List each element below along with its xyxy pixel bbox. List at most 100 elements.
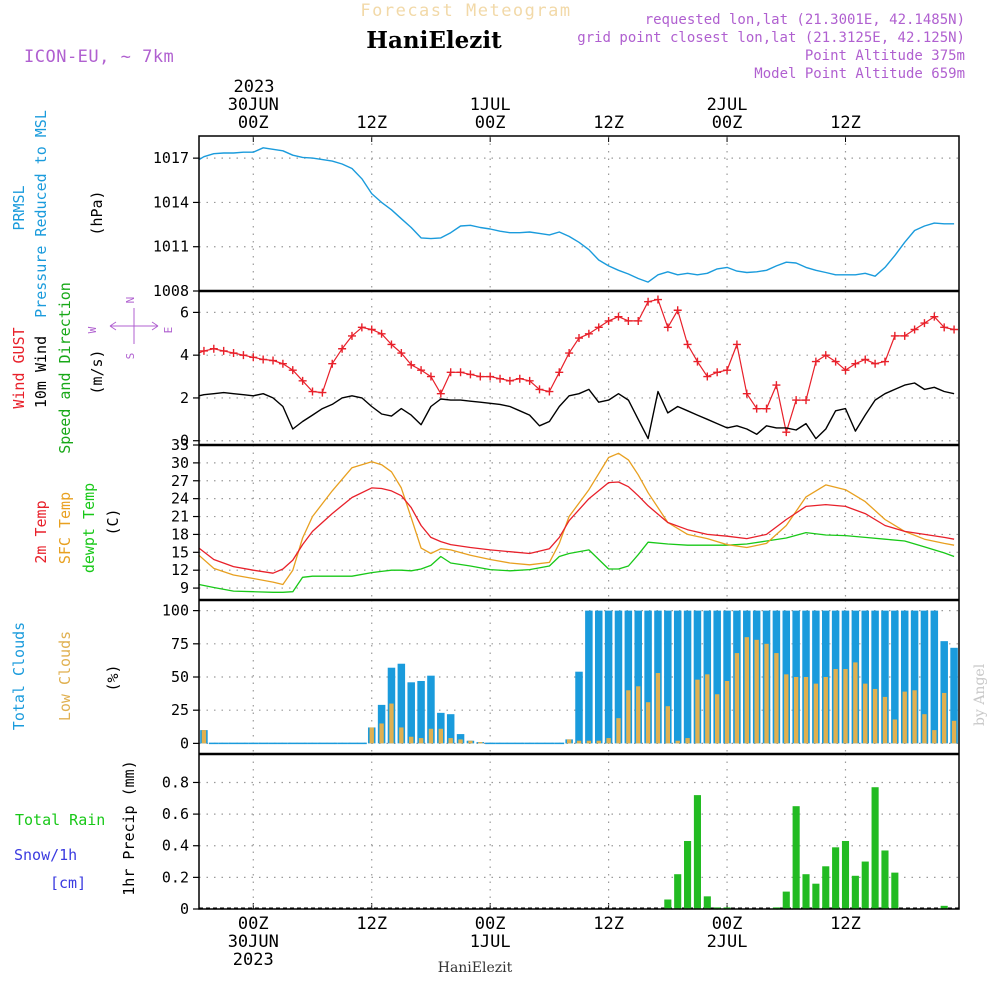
temp-line-2 bbox=[198, 531, 955, 593]
wind-gust-marker bbox=[644, 297, 653, 306]
wind-gust-marker bbox=[298, 376, 307, 385]
wind-gust-marker bbox=[663, 323, 672, 332]
ytick-label-temperature: 15 bbox=[171, 543, 189, 561]
top-axis-label: 00Z bbox=[238, 113, 269, 133]
low-cloud-bar bbox=[566, 739, 572, 744]
bottom-axis-label: 00Z bbox=[712, 914, 743, 934]
total-cloud-bar bbox=[910, 610, 919, 744]
wind-gust-marker bbox=[594, 323, 603, 332]
low-cloud-bar bbox=[606, 738, 611, 744]
top-axis-label: 12Z bbox=[356, 113, 387, 133]
low-cloud-bar bbox=[922, 714, 927, 744]
wind-gust-marker bbox=[703, 372, 712, 381]
wind-gust-marker bbox=[269, 356, 278, 365]
total-cloud-bar bbox=[664, 610, 672, 744]
temp-label-dewpt: dewpt Temp bbox=[80, 483, 98, 573]
pressure-label-prmsl: PRMSL bbox=[10, 185, 28, 230]
low-cloud-bar bbox=[863, 683, 868, 744]
total-cloud-bar bbox=[891, 610, 899, 744]
watermark: by Angel bbox=[972, 663, 988, 726]
wind-label-speed-dir: Speed and Direction bbox=[56, 282, 74, 454]
compass-W: W bbox=[86, 326, 99, 333]
top-axis-label: 00Z bbox=[475, 113, 506, 133]
wind-gust-marker bbox=[278, 359, 287, 368]
wind-gust-marker bbox=[723, 366, 732, 375]
low-cloud-bar bbox=[685, 738, 690, 744]
total-cloud-bar bbox=[397, 663, 406, 744]
ytick-label-temperature: 12 bbox=[171, 561, 189, 579]
wind-gust-marker bbox=[239, 351, 248, 360]
low-cloud-bar bbox=[892, 719, 898, 744]
wind-gust-marker bbox=[910, 325, 919, 334]
low-cloud-bar bbox=[695, 679, 700, 744]
wind-gust-marker bbox=[486, 372, 495, 381]
low-cloud-bar bbox=[764, 643, 769, 744]
wind-gust-marker bbox=[792, 396, 801, 405]
cloud-label-low: Low Clouds bbox=[56, 631, 74, 721]
wind-gust-marker bbox=[209, 344, 218, 353]
temp-label-sfc: SFC Temp bbox=[56, 492, 74, 564]
ytick-label-pressure: 1008 bbox=[153, 282, 189, 300]
low-cloud-bar bbox=[645, 702, 651, 744]
compass-E: E bbox=[162, 327, 175, 334]
wind-gust-marker bbox=[752, 404, 761, 413]
wind-gust-marker bbox=[683, 340, 692, 349]
total-cloud-bar bbox=[713, 610, 721, 744]
ytick-label-pressure: 1017 bbox=[153, 149, 189, 167]
low-cloud-bar bbox=[705, 674, 710, 744]
wind-label-gust: Wind GUST bbox=[10, 327, 28, 408]
low-cloud-bar bbox=[369, 727, 374, 744]
low-cloud-bar bbox=[586, 740, 592, 744]
total-cloud-bar bbox=[881, 610, 889, 744]
wind-gust-marker bbox=[831, 357, 840, 366]
wind-label-unit: (m/s) bbox=[88, 349, 106, 394]
low-cloud-bar bbox=[616, 718, 621, 744]
ytick-label-clouds: 0 bbox=[180, 734, 189, 752]
total-cloud-bar bbox=[940, 641, 948, 744]
rain-bar bbox=[832, 847, 840, 909]
wind-gust-marker bbox=[653, 295, 662, 304]
total-cloud-bar bbox=[812, 610, 820, 744]
low-cloud-bar bbox=[803, 677, 809, 744]
low-cloud-bar bbox=[813, 683, 819, 744]
total-cloud-bar bbox=[920, 610, 929, 744]
temp-label-2m: 2m Temp bbox=[32, 500, 50, 563]
wind-gust-marker bbox=[446, 368, 455, 377]
total-cloud-bar bbox=[575, 671, 583, 744]
ytick-label-wind: 0 bbox=[180, 432, 189, 450]
ytick-label-clouds: 50 bbox=[171, 668, 189, 686]
wind-gust-marker bbox=[614, 312, 623, 321]
wind-gust-marker bbox=[634, 316, 643, 325]
compass-N: N bbox=[124, 297, 137, 304]
low-cloud-bar bbox=[823, 677, 828, 744]
ytick-label-temperature: 30 bbox=[171, 454, 189, 472]
low-cloud-bar bbox=[655, 673, 661, 744]
wind-gust-marker bbox=[900, 331, 909, 340]
wind-gust-marker bbox=[466, 370, 475, 379]
wind-gust-marker bbox=[476, 372, 485, 381]
low-cloud-bar bbox=[744, 637, 749, 744]
rain-bar bbox=[841, 840, 850, 909]
total-cloud-bar bbox=[693, 610, 702, 744]
wind-gust-marker bbox=[219, 346, 228, 355]
info-grid-lonlat: grid point closest lon,lat (21.3125E, 42… bbox=[577, 30, 965, 46]
info-requested-lonlat: requested lon,lat (21.3001E, 42.1485N) bbox=[645, 12, 965, 28]
bottom-axis-label: 00Z bbox=[475, 914, 506, 934]
rain-bar bbox=[674, 874, 682, 909]
ytick-label-wind: 2 bbox=[180, 389, 189, 407]
wind-gust-marker bbox=[624, 316, 633, 325]
rain-bar bbox=[693, 795, 701, 909]
low-cloud-bar bbox=[626, 690, 631, 744]
total-cloud-bar bbox=[614, 610, 623, 744]
pressure-line bbox=[198, 147, 955, 283]
wind-gust-marker bbox=[940, 323, 949, 332]
rain-bar bbox=[792, 806, 800, 909]
wind-gust-marker bbox=[851, 359, 860, 368]
low-cloud-bar bbox=[833, 669, 838, 744]
top-axis-label: 30JUN bbox=[228, 95, 279, 115]
low-cloud-bar bbox=[912, 690, 917, 744]
low-cloud-bar bbox=[902, 691, 907, 744]
wind-gust-marker bbox=[742, 389, 751, 398]
wind-gust-marker bbox=[407, 360, 416, 369]
